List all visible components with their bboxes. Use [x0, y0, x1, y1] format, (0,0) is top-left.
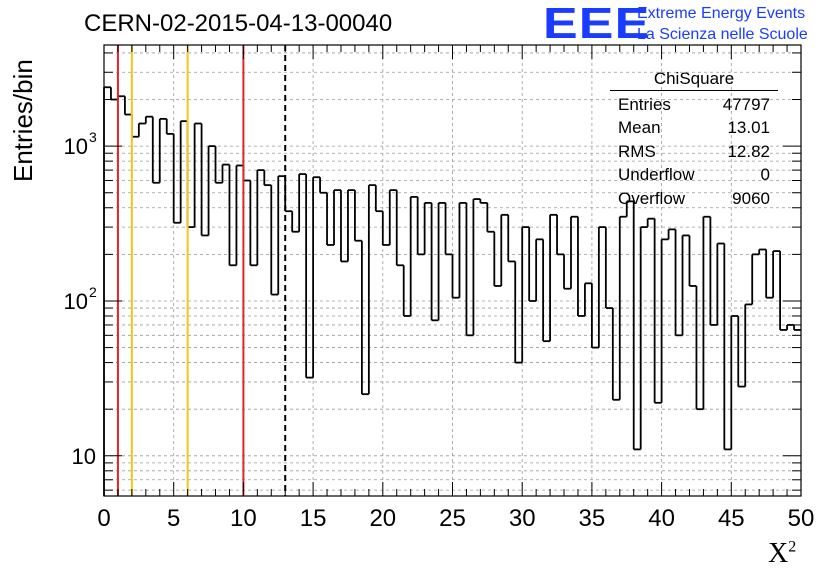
x-tick-label: 40 — [648, 505, 675, 532]
y-tick-label: 10 — [64, 289, 88, 314]
stats-label: Mean — [618, 118, 661, 138]
x-tick-label: 15 — [300, 505, 327, 532]
stats-box: ChiSquare Entries 47797 Mean 13.01 RMS 1… — [610, 68, 778, 210]
x-axis-label-superscript: 2 — [788, 538, 797, 556]
axis-ticks — [103, 45, 802, 496]
stats-value: 47797 — [722, 95, 770, 114]
grid — [104, 45, 801, 496]
x-tick-label: 35 — [579, 505, 606, 532]
stats-row: Underflow 0 — [610, 163, 778, 186]
stats-label: Underflow — [618, 165, 695, 185]
x-tick-label: 5 — [167, 505, 180, 532]
chart-title: CERN-02-2015-04-13-00040 — [84, 10, 393, 37]
y-tick-label: 10 — [72, 444, 96, 469]
eee-logo: EEE Extreme Energy Events La Scienza nel… — [543, 2, 833, 46]
y-axis-label: Entries/bin — [8, 59, 38, 182]
eee-logo-mark: EEE — [543, 0, 651, 48]
logo-line-2: La Scienza nelle Scuole — [637, 26, 808, 43]
stats-row: RMS 12.82 — [610, 140, 778, 163]
y-tick-label-exponent: 3 — [89, 129, 97, 145]
stats-label: Entries — [618, 95, 671, 114]
x-tick-label: 0 — [97, 505, 110, 532]
stats-label: Overflow — [618, 188, 686, 208]
y-tick-label: 10 — [64, 134, 88, 159]
x-tick-label: 10 — [230, 505, 257, 532]
reference-lines — [116, 45, 287, 496]
stats-value: 12.82 — [727, 141, 770, 161]
stats-title: ChiSquare — [610, 68, 778, 91]
x-tick-label: 25 — [439, 505, 466, 532]
stats-row: Mean 13.01 — [610, 116, 778, 139]
x-tick-label: 45 — [718, 505, 745, 532]
y-tick-label-exponent: 2 — [89, 284, 97, 300]
stats-row: Entries 47797 — [610, 93, 778, 116]
x-tick-label: 50 — [788, 505, 815, 532]
stats-value: 0 — [760, 165, 770, 185]
x-tick-label: 20 — [369, 505, 396, 532]
stats-label: RMS — [618, 141, 656, 161]
logo-line-1: Extreme Energy Events — [637, 5, 806, 22]
stats-value: 13.01 — [727, 118, 770, 138]
x-axis-label-base: X — [768, 538, 789, 569]
x-axis-tick-labels: 0 5 10 15 20 25 30 35 40 45 50 — [97, 505, 814, 532]
stats-row: Overflow 9060 — [610, 187, 778, 210]
x-tick-label: 30 — [509, 505, 536, 532]
stats-value: 9060 — [732, 188, 770, 208]
x-axis-label: X2 — [768, 538, 796, 570]
